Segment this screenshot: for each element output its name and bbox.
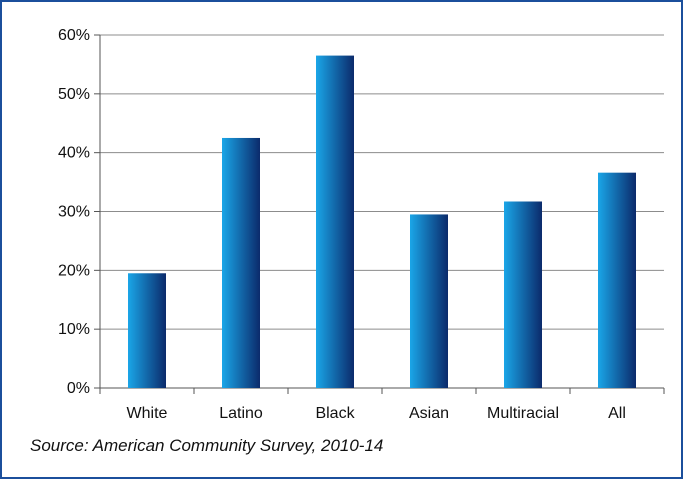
bar-all: [598, 172, 636, 388]
y-tick-label: 10%: [58, 321, 90, 338]
y-tick-label: 0%: [67, 380, 90, 397]
bar-latino: [222, 137, 260, 388]
x-tick-label: Multiracial: [487, 405, 559, 422]
bar-black: [316, 55, 354, 388]
bar-white: [128, 273, 166, 388]
y-tick-label: 20%: [58, 262, 90, 279]
y-tick-label: 40%: [58, 145, 90, 162]
bar-asian: [410, 214, 448, 388]
y-tick-label: 60%: [58, 27, 90, 44]
y-tick-label: 30%: [58, 204, 90, 221]
x-tick-label: White: [127, 405, 168, 422]
axes: [94, 34, 665, 394]
bar-multiracial: [504, 201, 542, 388]
x-tick-label: All: [608, 405, 626, 422]
x-tick-label: Latino: [219, 405, 263, 422]
tick-labels: 0% 10% 20% 30% 40% 50% 60% White Latino Black Asia…: [58, 27, 626, 422]
source-note: Source: American Community Survey, 2010-…: [30, 436, 384, 455]
x-tick-label: Asian: [409, 405, 449, 422]
bars: [128, 55, 636, 388]
gridlines: [100, 34, 664, 330]
x-tick-label: Black: [315, 405, 355, 422]
y-tick-label: 50%: [58, 86, 90, 103]
